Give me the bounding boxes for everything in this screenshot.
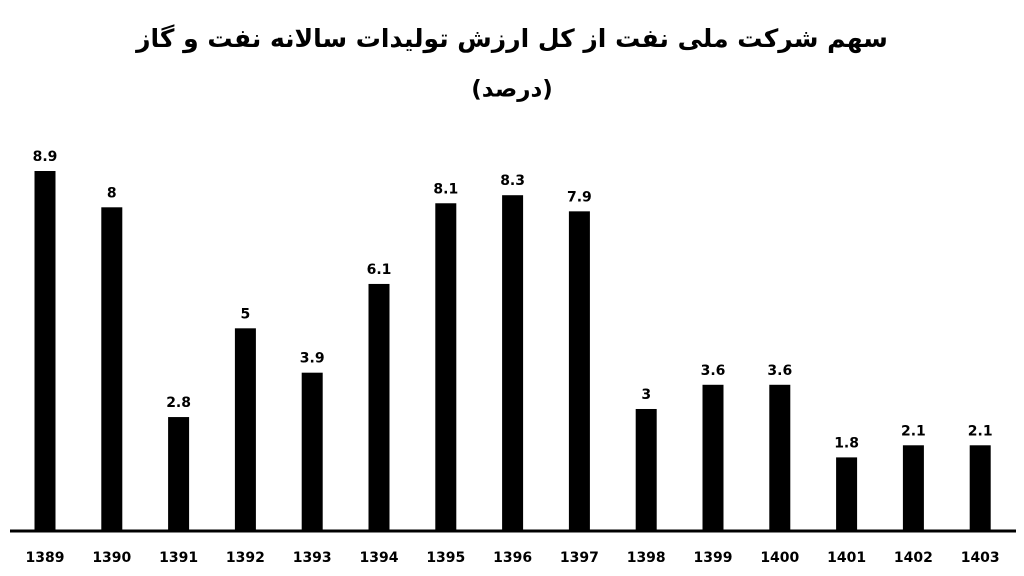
- chart-subtitle: (درصد): [471, 77, 553, 103]
- x-tick-label: 1396: [493, 550, 532, 566]
- x-tick-label: 1395: [426, 550, 465, 566]
- bar: [435, 203, 457, 531]
- value-label: 8.1: [433, 181, 458, 197]
- value-label: 5: [241, 306, 251, 322]
- value-label: 1.8: [834, 435, 859, 451]
- bar: [969, 445, 991, 530]
- value-label: 8: [107, 185, 117, 201]
- value-label: 3.6: [701, 363, 726, 379]
- value-label: 8.9: [33, 149, 58, 165]
- bar: [368, 283, 390, 530]
- x-tick-label: 1391: [159, 550, 198, 566]
- value-label: 2.1: [901, 423, 926, 439]
- value-label: 6.1: [367, 262, 392, 278]
- bar: [568, 211, 590, 530]
- bar: [902, 445, 924, 530]
- bar: [836, 457, 858, 530]
- bar: [702, 384, 724, 530]
- value-label: 3.6: [767, 363, 792, 379]
- value-label: 2.1: [968, 423, 993, 439]
- x-tick-label: 1392: [226, 550, 265, 566]
- x-tick-label: 1393: [293, 550, 332, 566]
- value-label: 2.8: [166, 395, 191, 411]
- x-tick-label: 1389: [26, 550, 65, 566]
- bar: [234, 328, 256, 530]
- x-tick-label: 1401: [827, 550, 866, 566]
- bar: [34, 171, 56, 530]
- chart-title: سهم شرکت ملی نفت از کل ارزش تولیدات سالا…: [134, 24, 888, 54]
- x-tick-label: 1398: [627, 550, 666, 566]
- bar: [769, 384, 791, 530]
- x-tick-label: 1400: [760, 550, 799, 566]
- value-label: 8.3: [500, 173, 525, 189]
- value-label: 7.9: [567, 189, 592, 205]
- value-label: 3.9: [300, 351, 325, 367]
- bar: [635, 408, 657, 530]
- bar: [301, 372, 323, 530]
- x-tick-label: 1394: [360, 550, 399, 566]
- bar: [101, 207, 123, 530]
- x-tick-label: 1402: [894, 550, 933, 566]
- x-tick-label: 1397: [560, 550, 599, 566]
- bar: [168, 417, 190, 530]
- value-label: 3: [641, 387, 651, 403]
- x-tick-label: 1399: [694, 550, 733, 566]
- bar: [502, 195, 524, 530]
- x-tick-label: 1390: [92, 550, 131, 566]
- x-tick-label: 1403: [961, 550, 1000, 566]
